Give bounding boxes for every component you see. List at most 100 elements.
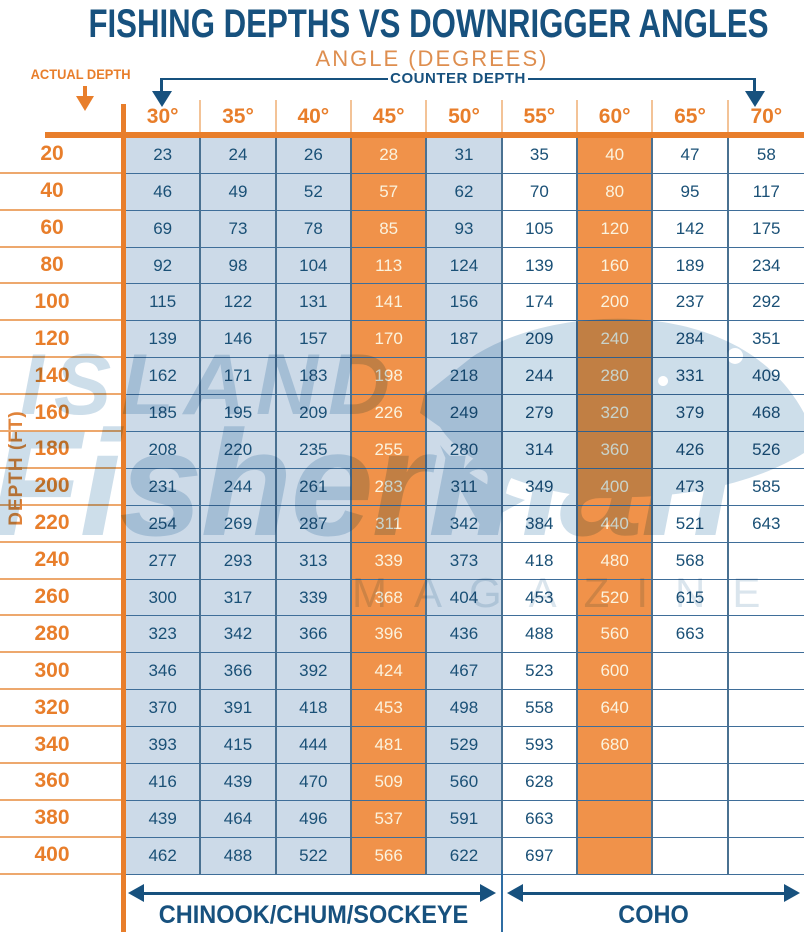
depth-cell: 200: [578, 284, 654, 322]
row-label-depth: 180: [0, 432, 126, 469]
depth-cell: 220: [201, 432, 277, 469]
depth-cell: 47: [653, 136, 729, 174]
depth-cell: 105: [502, 210, 578, 248]
table-left-rule: [121, 104, 126, 932]
column-header-angle: 40°: [277, 100, 352, 133]
depth-cell: 600: [578, 653, 654, 691]
row-label-depth: 380: [0, 800, 126, 838]
depth-cell: 370: [126, 690, 202, 728]
depth-cell: 436: [427, 616, 503, 654]
depth-cell: 174: [502, 284, 578, 322]
chinook-span-arrow: [128, 884, 496, 902]
arrow-right-icon: [784, 884, 800, 902]
depth-cell: 313: [276, 542, 352, 580]
depth-cell: [728, 727, 804, 765]
depth-cell: 175: [728, 210, 804, 248]
row-label-depth: 40: [0, 173, 126, 211]
depth-cell: 593: [502, 727, 578, 765]
row-label-depth: 220: [0, 505, 126, 543]
depth-cell: 254: [126, 505, 202, 543]
depth-cell: 311: [427, 468, 503, 506]
depth-cell: [728, 579, 804, 617]
depth-cell: 349: [502, 468, 578, 506]
depth-cell: 440: [578, 505, 654, 543]
depth-cell: 568: [653, 542, 729, 580]
depth-cell: 35: [502, 136, 578, 174]
depth-cell: 160: [578, 247, 654, 285]
depth-cell: [728, 764, 804, 801]
depth-cell: 58: [728, 136, 804, 174]
depth-cell: 418: [502, 542, 578, 580]
depth-cell: 521: [653, 505, 729, 543]
row-label-depth: 300: [0, 653, 126, 691]
depth-cell: 280: [578, 358, 654, 396]
depth-cell: 93: [427, 210, 503, 248]
angle-axis-title: ANGLE (DEGREES): [315, 46, 549, 71]
depth-cell: 279: [502, 395, 578, 433]
depth-cell: 415: [201, 727, 277, 765]
depth-cell: 26: [276, 136, 352, 174]
coho-span-arrow: [507, 884, 800, 902]
depth-cell: 95: [653, 173, 729, 211]
depth-cell: 480: [578, 542, 654, 580]
depth-cell: 113: [352, 247, 428, 285]
depth-cell: 98: [201, 247, 277, 285]
species-label-coho: COHO: [618, 901, 689, 929]
depth-cell: 680: [578, 727, 654, 765]
depth-cell: 235: [276, 432, 352, 469]
depth-cell: 80: [578, 173, 654, 211]
depth-cell: 122: [201, 284, 277, 322]
depth-cell: 208: [126, 432, 202, 469]
depth-cell: 439: [126, 800, 202, 838]
depth-cell: 226: [352, 395, 428, 433]
depth-cell: 198: [352, 358, 428, 396]
arrow-right-icon: [480, 884, 496, 902]
depth-cell: 366: [276, 616, 352, 654]
depth-cell: 240: [578, 321, 654, 359]
depth-cell: 124: [427, 247, 503, 285]
depth-cell: 418: [276, 690, 352, 728]
depth-cell: 218: [427, 358, 503, 396]
depth-cell: [578, 837, 654, 875]
depth-cell: 339: [352, 542, 428, 580]
depth-cell: 339: [276, 579, 352, 617]
depth-cell: 560: [427, 764, 503, 801]
row-label-depth: 120: [0, 321, 126, 359]
depth-cell: 331: [653, 358, 729, 396]
depth-cell: [578, 800, 654, 838]
depth-cell: 424: [352, 653, 428, 691]
depth-cell: 523: [502, 653, 578, 691]
depth-cell: 131: [276, 284, 352, 322]
actual-depth-arrow-icon: [76, 86, 94, 112]
depth-cell: 52: [276, 173, 352, 211]
depth-cell: 368: [352, 579, 428, 617]
depth-cell: 40: [578, 136, 654, 174]
row-label-depth: 360: [0, 764, 126, 801]
depth-cell: 156: [427, 284, 503, 322]
depth-cell: 300: [126, 579, 202, 617]
depth-cell: 157: [276, 321, 352, 359]
depth-axis-label: DEPTH (FT): [6, 410, 27, 526]
row-label-depth: 20: [0, 136, 126, 174]
depth-cell: 373: [427, 542, 503, 580]
column-header-angle: 70°: [750, 104, 783, 128]
depth-cell: 57: [352, 173, 428, 211]
depth-cell: 360: [578, 432, 654, 469]
depth-cell: 85: [352, 210, 428, 248]
row-label-depth: 240: [0, 542, 126, 580]
depth-cell: [728, 800, 804, 838]
depth-cell: [728, 653, 804, 691]
depth-cell: 560: [578, 616, 654, 654]
depth-cell: 585: [728, 468, 804, 506]
depth-cell: 183: [276, 358, 352, 396]
page-title: FISHING DEPTHS VS DOWNRIGGER ANGLES: [88, 2, 769, 46]
row-label-depth: 100: [0, 284, 126, 322]
depth-cell: 663: [653, 616, 729, 654]
row-label-depth: 280: [0, 616, 126, 654]
column-header-angle: 50°: [427, 100, 503, 133]
depth-cell: 23: [126, 136, 202, 174]
depth-cell: 69: [126, 210, 202, 248]
counter-depth-bracket: COUNTER DEPTH: [150, 70, 766, 110]
depth-cell: 142: [653, 210, 729, 248]
depth-cell: 496: [276, 800, 352, 838]
